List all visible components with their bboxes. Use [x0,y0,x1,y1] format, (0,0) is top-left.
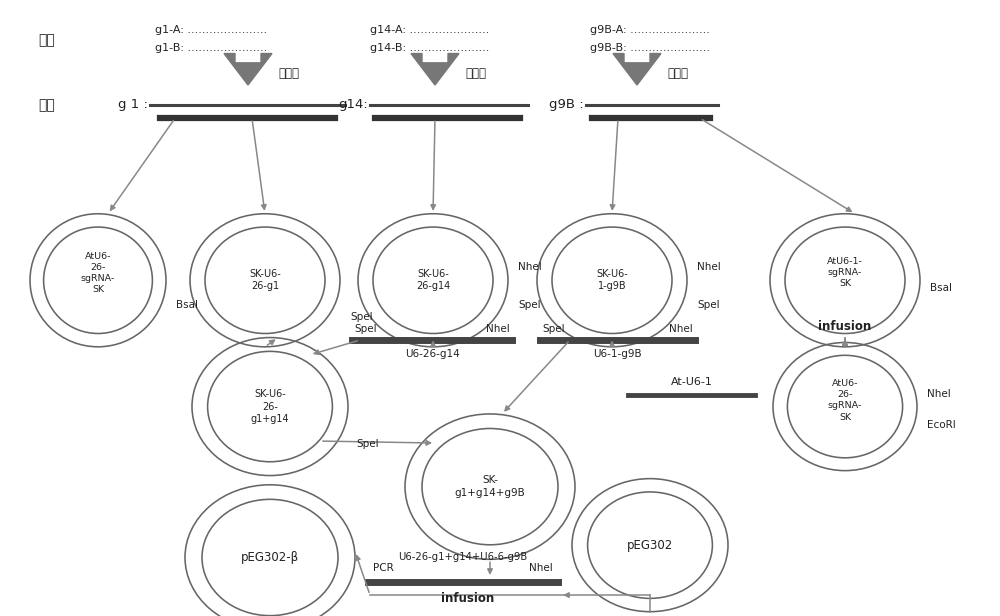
Text: SpeI: SpeI [518,300,541,310]
Text: 单链: 单链 [38,33,55,47]
Polygon shape [411,54,459,85]
Text: pEG302-β: pEG302-β [241,551,299,564]
Text: BsaI: BsaI [176,300,198,310]
Text: 双链化: 双链化 [465,67,486,81]
Text: g 1 :: g 1 : [118,98,148,111]
Text: EcoRI: EcoRI [927,420,956,430]
Polygon shape [613,54,661,85]
Text: NheI: NheI [697,262,721,272]
Text: SpeI: SpeI [697,300,720,310]
Text: SpeI: SpeI [350,312,373,322]
Text: 双链化: 双链化 [278,67,299,81]
Text: At-U6-1: At-U6-1 [671,377,712,387]
Text: U6-26-g1+g14+U6-6-g9B: U6-26-g1+g14+U6-6-g9B [398,552,528,562]
Text: g14-A: ......................: g14-A: ...................... [370,25,489,34]
Text: NheI: NheI [529,563,553,573]
Text: g9B :: g9B : [549,98,584,111]
Text: g1-A: ......................: g1-A: ...................... [155,25,267,34]
Text: SK-U6-
26-
g1+g14: SK-U6- 26- g1+g14 [251,389,289,424]
Text: infusion: infusion [441,592,495,606]
Text: infusion: infusion [818,320,872,333]
Text: BsaI: BsaI [930,283,952,293]
Text: U6-26-g14: U6-26-g14 [405,349,459,359]
Text: AtU6-
26-
sgRNA-
SK: AtU6- 26- sgRNA- SK [828,379,862,421]
Text: SpeI: SpeI [542,324,565,334]
Text: SK-U6-
26-g1: SK-U6- 26-g1 [249,269,281,291]
Text: g9B-B: ......................: g9B-B: ...................... [590,43,710,53]
Polygon shape [224,54,272,85]
Text: g1-B: ......................: g1-B: ...................... [155,43,267,53]
Text: NheI: NheI [669,324,693,334]
Text: NheI: NheI [927,389,951,399]
Text: SK-U6-
1-g9B: SK-U6- 1-g9B [596,269,628,291]
Text: g14-B: ......................: g14-B: ...................... [370,43,489,53]
Text: NheI: NheI [486,324,510,334]
Text: SpeI: SpeI [356,439,379,448]
Text: NheI: NheI [518,262,542,272]
Text: SK-
g1+g14+g9B: SK- g1+g14+g9B [455,476,525,498]
Text: 双链: 双链 [38,98,55,111]
Text: g9B-A: ......................: g9B-A: ...................... [590,25,710,34]
Text: SpeI: SpeI [354,324,377,334]
Text: pEG302: pEG302 [627,538,673,552]
Text: g14:: g14: [338,98,368,111]
Text: AtU6-
26-
sgRNA-
SK: AtU6- 26- sgRNA- SK [81,252,115,294]
Text: PCR: PCR [373,563,394,573]
Text: SK-U6-
26-g14: SK-U6- 26-g14 [416,269,450,291]
Text: U6-1-g9B: U6-1-g9B [593,349,642,359]
Text: 双链化: 双链化 [667,67,688,81]
Text: AtU6-1-
sgRNA-
SK: AtU6-1- sgRNA- SK [827,257,863,288]
